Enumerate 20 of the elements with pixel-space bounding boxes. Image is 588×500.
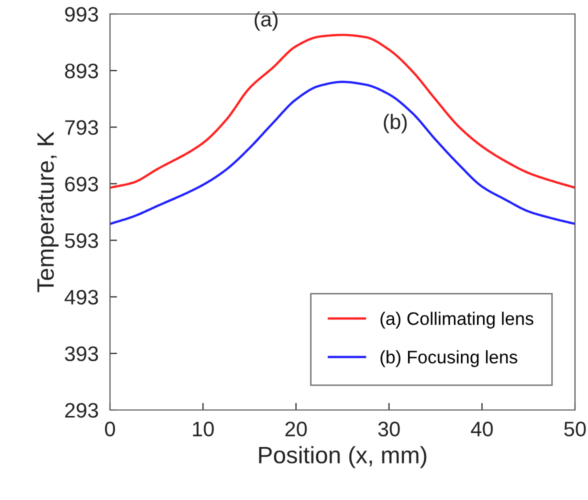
y-tick-label: 793 xyxy=(65,120,98,135)
legend-label: (b) Focusing lens xyxy=(380,350,518,368)
y-tick-label: 493 xyxy=(64,290,98,305)
x-tick-label: 10 xyxy=(193,422,214,436)
y-tick-label: 993 xyxy=(65,7,98,22)
y-tick-label: 293 xyxy=(65,403,98,418)
x-tick-label: 50 xyxy=(564,422,586,436)
annotation: (b) xyxy=(384,114,407,134)
x-tick-label: 40 xyxy=(470,422,493,436)
legend-label: (a) Collimating lens xyxy=(380,312,534,329)
y-tick-label: 393 xyxy=(64,346,98,362)
annotation: (a) xyxy=(254,11,278,31)
y-tick-label: 593 xyxy=(64,233,98,248)
x-axis-title: Position (x, mm) xyxy=(259,446,426,468)
y-tick-label: 693 xyxy=(65,176,98,192)
y-axis-title: Temperature, K xyxy=(37,132,59,292)
y-tick-label: 893 xyxy=(65,64,98,78)
x-tick-label: 30 xyxy=(378,422,400,436)
x-tick-label: 20 xyxy=(285,422,307,436)
x-tick-label: 0 xyxy=(105,422,115,436)
